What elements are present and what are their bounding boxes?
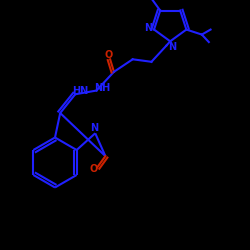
Text: N: N <box>168 42 176 52</box>
Text: N: N <box>144 23 152 33</box>
Text: O: O <box>90 164 98 174</box>
Text: NH: NH <box>94 82 110 92</box>
Text: N: N <box>90 123 98 133</box>
Text: O: O <box>104 50 112 60</box>
Text: HN: HN <box>72 86 89 96</box>
